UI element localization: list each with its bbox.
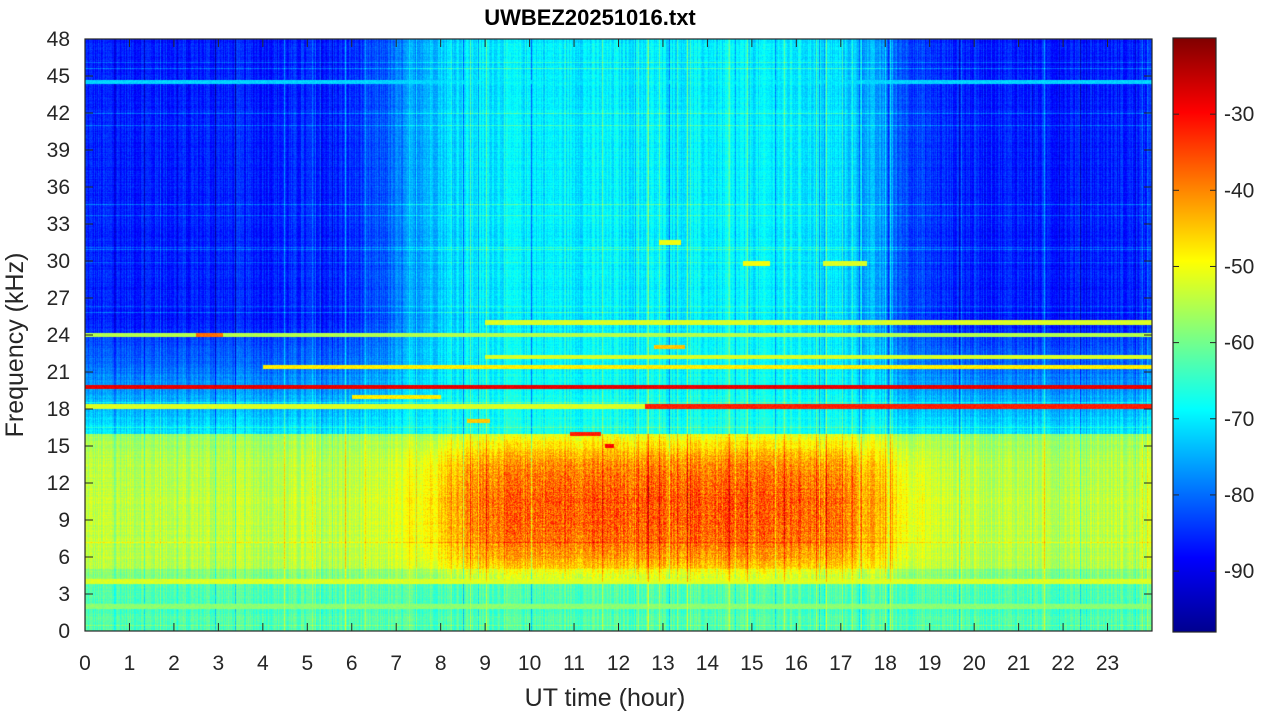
x-tick-label: 18 — [874, 652, 897, 675]
y-tick-label: 0 — [58, 620, 70, 643]
x-tick-label: 21 — [1007, 652, 1030, 675]
x-tick-label: 8 — [435, 652, 447, 675]
x-tick-label: 4 — [257, 652, 269, 675]
x-axis-label: UT time (hour) — [525, 684, 686, 712]
y-tick-label: 33 — [47, 213, 70, 236]
x-tick-label: 5 — [301, 652, 313, 675]
y-tick-label: 12 — [47, 472, 70, 495]
x-tick-label: 13 — [651, 652, 674, 675]
x-tick-label: 14 — [696, 652, 720, 675]
y-tick-label: 18 — [47, 398, 70, 421]
y-axis-label: Frequency (kHz) — [1, 253, 29, 438]
y-tick-label: 36 — [47, 176, 70, 199]
plot-area — [84, 38, 1153, 632]
y-tick-label: 9 — [58, 509, 70, 532]
chart-title: UWBEZ20251016.txt — [484, 5, 696, 30]
x-tick-label: 19 — [918, 652, 941, 675]
y-tick-label: 42 — [47, 102, 70, 125]
spectrogram-image — [85, 39, 1152, 631]
x-tick-label: 2 — [168, 652, 180, 675]
x-tick-label: 22 — [1051, 652, 1074, 675]
y-tick-label: 39 — [47, 139, 70, 162]
x-tick-label: 17 — [829, 652, 852, 675]
x-tick-label: 0 — [79, 652, 91, 675]
x-tick-label: 12 — [607, 652, 630, 675]
colorbar-ticks: -90 -80 -70 -60 -50 -40 -30 — [1173, 103, 1254, 583]
x-tick-label: 6 — [346, 652, 358, 675]
colorbar-tick-label: -60 — [1224, 332, 1254, 355]
y-tick-label: 48 — [47, 28, 70, 51]
y-tick-label: 27 — [47, 287, 70, 310]
x-tick-label: 16 — [785, 652, 808, 675]
x-axis: 0 1 2 3 4 5 6 7 8 9 10 11 12 13 14 15 16 17 18 19 20 21 22 23 — [79, 39, 1119, 675]
y-tick-label: 24 — [47, 324, 71, 347]
y-tick-label: 21 — [47, 361, 70, 384]
y-tick-label: 30 — [47, 250, 70, 273]
x-tick-label: 9 — [479, 652, 491, 675]
colorbar-tick-label: -70 — [1224, 408, 1254, 431]
colorbar-tick-label: -90 — [1224, 560, 1254, 583]
colorbar-tick-label: -40 — [1224, 179, 1254, 202]
x-tick-label: 1 — [124, 652, 136, 675]
y-tick-label: 15 — [47, 435, 70, 458]
colorbar-gradient — [1172, 37, 1217, 633]
x-tick-label: 3 — [213, 652, 225, 675]
x-tick-label: 15 — [740, 652, 763, 675]
y-tick-label: 45 — [47, 65, 70, 88]
colorbar: -90 -80 -70 -60 -50 -40 -30 — [1172, 37, 1254, 633]
x-tick-label: 11 — [563, 652, 585, 675]
y-tick-label: 6 — [58, 546, 70, 569]
colorbar-tick-label: -30 — [1224, 103, 1254, 126]
x-tick-label: 20 — [962, 652, 985, 675]
x-tick-label: 10 — [518, 652, 541, 675]
y-tick-label: 3 — [58, 583, 70, 606]
x-tick-label: 7 — [390, 652, 402, 675]
colorbar-tick-label: -80 — [1224, 484, 1254, 507]
x-tick-label: 23 — [1096, 652, 1119, 675]
colorbar-tick-label: -50 — [1224, 255, 1254, 278]
